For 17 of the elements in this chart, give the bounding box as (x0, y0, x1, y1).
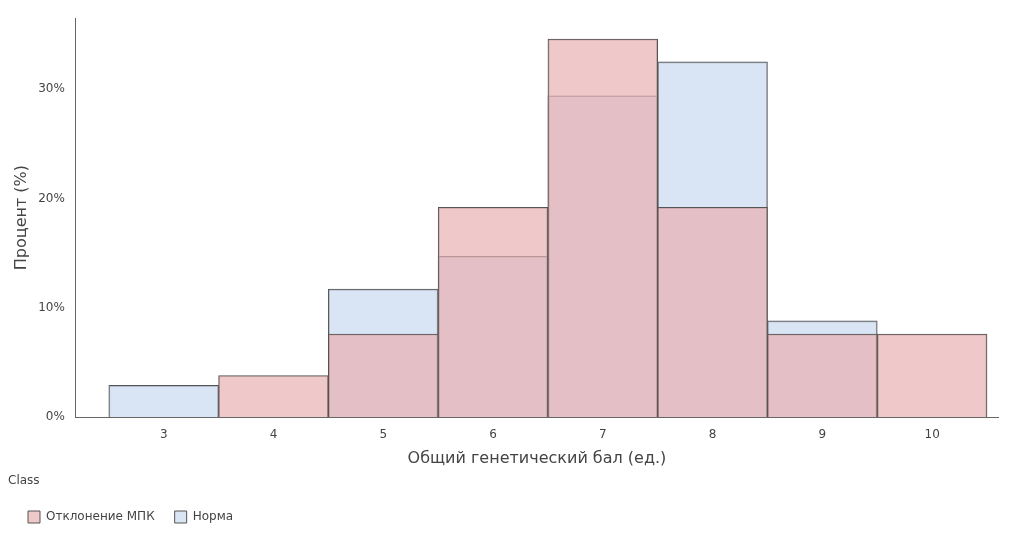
x-tick-label: 6 (489, 427, 497, 442)
x-axis-title: Общий генетический бал (ед.) (407, 448, 667, 468)
y-tick-label: 0% (45, 409, 65, 424)
x-tick-label: 7 (598, 427, 607, 442)
y-axis-title: Процент (%) (10, 164, 30, 271)
legend-title: Class (8, 472, 40, 487)
x-tick-label: 5 (379, 427, 388, 442)
x-tick-label: 3 (159, 427, 168, 442)
legend-label: Норма (192, 509, 234, 524)
y-tick-label: 20% (38, 190, 65, 205)
y-tick-label: 10% (38, 299, 65, 314)
x-tick-label: 4 (269, 427, 278, 442)
x-tick-label: 9 (818, 427, 827, 442)
legend-label: Отклонение МПК (46, 509, 156, 524)
x-tick-label: 8 (708, 427, 717, 442)
y-tick-label: 30% (38, 81, 65, 96)
x-tick-label: 10 (924, 427, 940, 442)
